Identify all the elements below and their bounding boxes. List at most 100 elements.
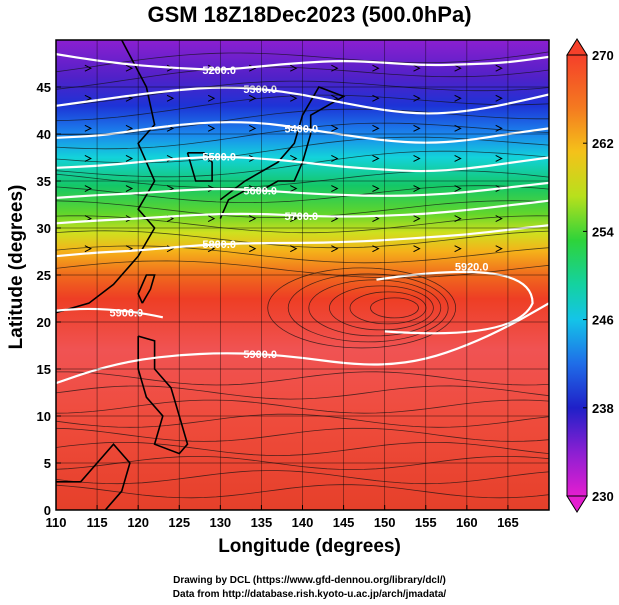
wind-arrow xyxy=(290,245,298,253)
wind-arrow xyxy=(84,64,92,72)
y-tick-label: 35 xyxy=(37,174,51,189)
wind-arrow xyxy=(372,94,380,102)
y-tick-label: 0 xyxy=(44,503,51,518)
wind-arrow xyxy=(331,64,339,72)
x-tick-label: 145 xyxy=(333,515,355,530)
wind-arrow xyxy=(495,245,503,253)
coastline xyxy=(56,40,156,314)
map-gridlines xyxy=(56,40,549,510)
wind-arrow xyxy=(248,124,257,132)
contour-label: 5500.0 xyxy=(202,152,236,164)
x-tick-label: 110 xyxy=(46,515,67,530)
wind-arrow xyxy=(372,124,380,132)
y-tick-label: 45 xyxy=(37,80,51,95)
coastline xyxy=(186,152,213,182)
wind-arrow xyxy=(166,94,175,102)
contour-label: 5200.0 xyxy=(202,65,236,77)
wind-arrow xyxy=(413,215,421,223)
y-tick-label: 40 xyxy=(37,127,51,142)
wind-arrow xyxy=(454,64,462,72)
colorbar-body xyxy=(566,54,588,497)
wind-arrow xyxy=(290,64,298,72)
height-contour xyxy=(56,181,549,199)
x-tick-label: 125 xyxy=(168,515,190,530)
low-contour xyxy=(56,307,164,319)
wind-arrow xyxy=(290,185,298,192)
x-tick-label: 155 xyxy=(415,515,437,530)
credit-data: Data from http://database.rish.kyoto-u.a… xyxy=(172,589,447,600)
y-tick-label: 30 xyxy=(37,221,51,236)
chart-title: GSM 18Z18Dec2023 (500.0hPa) xyxy=(147,2,472,27)
colorbar-bottom-arrow xyxy=(566,495,588,513)
wind-arrow xyxy=(84,245,92,253)
wind-arrow xyxy=(372,154,380,162)
wind-arrow xyxy=(454,185,462,192)
x-tick-label: 130 xyxy=(209,515,231,530)
wind-arrow xyxy=(125,185,134,192)
y-tick-label: 5 xyxy=(44,456,51,471)
wind-arrow xyxy=(207,245,216,253)
wind-arrow xyxy=(495,94,503,102)
colorbar-tick-label: 230 xyxy=(592,489,614,504)
colorbar-tick-label: 238 xyxy=(592,401,614,416)
wind-arrow xyxy=(331,124,339,132)
wind-arrow xyxy=(372,245,380,253)
wind-arrow xyxy=(331,245,339,253)
high-contour-label: 5920.0 xyxy=(455,261,489,273)
wind-arrow xyxy=(207,215,216,223)
y-axis-label: Latitude (degrees) xyxy=(6,184,27,350)
wind-arrow xyxy=(248,215,257,223)
wind-arrow xyxy=(413,185,421,192)
wind-arrow xyxy=(290,94,298,102)
wind-arrow xyxy=(207,124,216,132)
coastline xyxy=(56,442,131,510)
wind-arrow xyxy=(413,124,421,132)
wind-arrow xyxy=(84,185,92,192)
height-contour xyxy=(56,302,549,385)
y-tick-label: 25 xyxy=(37,268,51,283)
wind-arrow xyxy=(495,124,503,132)
wind-arrow xyxy=(248,245,257,253)
wind-arrow xyxy=(125,64,134,72)
height-contour xyxy=(56,224,549,258)
height-contour xyxy=(56,86,549,115)
wind-arrow xyxy=(454,215,462,223)
wind-arrow xyxy=(454,124,462,132)
height-contour xyxy=(56,53,549,71)
height-contours: 5200.0 5300.0 5400.0 5500.0 5600.0 5700.0 5800… xyxy=(56,53,549,385)
colorbar-tick-label: 246 xyxy=(592,313,614,328)
wind-arrow xyxy=(207,94,216,102)
coastline xyxy=(137,335,189,455)
colorbar-tick-label: 254 xyxy=(592,224,614,239)
contour-label: 5700.0 xyxy=(285,211,319,223)
wind-arrow xyxy=(495,154,503,162)
height-contour xyxy=(56,199,549,225)
wind-arrow xyxy=(372,64,380,72)
colorbar-top-arrow xyxy=(566,38,588,56)
wind-arrow xyxy=(372,185,380,192)
colorbar-tick-label: 270 xyxy=(592,48,614,63)
wind-arrow xyxy=(413,94,421,102)
wind-arrow xyxy=(454,154,462,162)
x-tick-label: 165 xyxy=(497,515,519,530)
contour-label: 5300.0 xyxy=(243,84,277,96)
wind-arrow xyxy=(495,64,503,72)
x-tick-label: 150 xyxy=(374,515,396,530)
wind-arrow xyxy=(454,94,462,102)
low-contour-label: 5900.0 xyxy=(110,308,144,320)
x-tick-label: 160 xyxy=(456,515,478,530)
contour-label: 5600.0 xyxy=(243,185,277,197)
contour-label: 5900.0 xyxy=(243,349,277,361)
axis-ticks: 110 115 120 125 130 135 140 145 150 155 160 165 0 5 10… xyxy=(37,80,519,530)
wind-arrow xyxy=(413,154,421,162)
wind-arrow xyxy=(84,124,92,132)
wind-arrow xyxy=(84,94,92,102)
height-contour xyxy=(56,155,549,173)
wind-arrow xyxy=(125,154,134,162)
wind-arrow xyxy=(413,64,421,72)
height-contour xyxy=(56,121,549,144)
wind-arrow xyxy=(84,154,92,162)
x-tick-label: 135 xyxy=(251,515,273,530)
wind-arrow xyxy=(248,94,257,102)
